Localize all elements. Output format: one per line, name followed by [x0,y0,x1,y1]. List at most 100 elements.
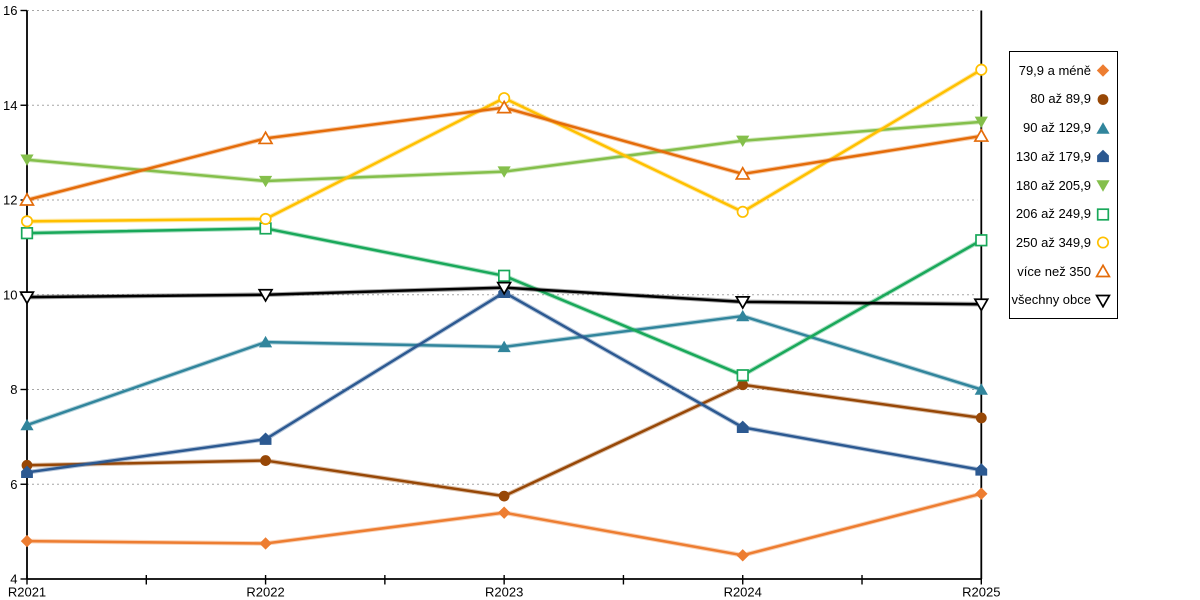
legend-item-2: 90 až 129,9 [1012,113,1111,142]
marker-circle-filled [21,459,33,471]
marker-circle-open [975,63,988,76]
y-axis-label-12: 12 [3,193,17,208]
legend-label: 250 až 349,9 [1015,234,1091,250]
legend-marker-icon [1097,94,1109,105]
marker-triangle-down-filled [974,116,988,129]
marker-triangle-down-open [734,296,751,310]
y-axis-label-4: 4 [10,572,17,587]
legend-item-5: 206 až 249,9 [1012,199,1111,228]
series-line [25,383,983,498]
marker-square-open [975,234,988,247]
series-5 [20,222,988,382]
marker-pentagon-filled [21,465,33,479]
legend-marker-icon [1097,150,1109,163]
marker-triangle-down-open [496,281,513,296]
legend-label: 180 až 205,9 [1015,177,1091,193]
y-axis-label-10: 10 [3,287,17,302]
x-axis-label-R2025: R2025 [962,585,1000,600]
y-axis-label-8: 8 [10,382,17,397]
marker-triangle-down-open [973,298,990,313]
legend-marker-icon [1096,236,1110,249]
marker-triangle-up-filled [974,383,988,395]
series-0 [20,487,988,562]
marker-triangle-up-filled [20,418,34,431]
legend-marker-icon [1096,121,1110,134]
marker-circle-filled [498,490,510,502]
marker-triangle-down-open [19,291,35,306]
series-3 [21,285,988,479]
marker-circle-open [259,212,272,225]
marker-triangle-up-open [496,99,513,114]
series-2 [20,309,988,431]
series-line-glow [24,491,984,558]
marker-circle-open [1096,236,1110,249]
marker-triangle-up-filled [736,309,750,322]
marker-triangle-up-open [734,166,751,180]
legend-marker-icon [1095,294,1111,308]
marker-pentagon-filled [975,463,988,476]
marker-triangle-down-filled [497,166,511,178]
marker-square-open [20,227,34,240]
marker-triangle-up-open [973,128,990,142]
series-line-glow [24,313,984,428]
legend-item-1: 80 až 89,9 [1012,85,1111,114]
marker-triangle-up-open [257,130,274,145]
marker-diamond-filled [975,487,988,500]
y-axis-label-14: 14 [3,98,17,113]
legend-marker-icon [1096,180,1110,192]
y-axis-label-16: 16 [3,3,17,18]
marker-square-open [736,369,749,382]
legend-label: všechny obce [1011,292,1092,308]
series-6 [20,63,988,228]
series-line-glow [24,382,984,499]
marker-square-open [498,269,511,282]
marker-diamond-filled [1096,64,1110,78]
x-axis-label-R2022: R2022 [246,585,284,600]
marker-triangle-down-open [1095,294,1111,308]
legend-label: 90 až 129,9 [1023,120,1091,136]
series-line [25,314,983,427]
marker-diamond-filled [259,537,272,550]
series-1 [21,379,987,502]
marker-triangle-down-filled [1096,180,1110,192]
y-axis-label-6: 6 [10,477,17,492]
marker-pentagon-filled [1097,150,1109,163]
legend-label: 206 až 249,9 [1015,206,1091,222]
marker-square-open [1096,208,1110,221]
legend-label: 79,9 a méně [1018,62,1091,78]
marker-diamond-filled [497,506,511,519]
series-7 [19,99,990,206]
marker-triangle-down-open [257,288,274,303]
series-8 [19,281,990,313]
marker-triangle-up-open [1095,263,1111,278]
legend: 79,9 a méně 80 až 89,9 90 až 129,9 130 až 1… [1009,51,1118,319]
marker-diamond-filled [20,534,34,548]
legend-label: více než 350 [1017,263,1091,279]
marker-circle-open [736,205,749,218]
marker-pentagon-filled [259,432,272,445]
marker-triangle-up-filled [258,335,273,348]
legend-marker-icon [1096,208,1110,221]
marker-circle-filled [737,379,749,391]
marker-circle-filled [975,412,987,424]
x-axis-label-R2021: R2021 [8,585,46,600]
series-line [25,492,983,557]
x-axis-label-R2024: R2024 [724,585,762,600]
marker-triangle-down-filled [736,135,750,147]
marker-triangle-up-open [19,192,35,206]
marker-circle-filled [1097,94,1109,105]
marker-circle-open [20,215,34,228]
marker-diamond-filled [736,549,749,562]
legend-item-3: 130 až 179,9 [1012,142,1111,171]
legend-item-0: 79,9 a méně [1012,56,1111,85]
x-axis-label-R2023: R2023 [485,585,523,600]
marker-pentagon-filled [736,420,749,433]
legend-item-4: 180 až 205,9 [1012,171,1111,200]
series-4 [20,116,988,188]
legend-marker-icon [1096,64,1110,78]
legend-item-6: 250 až 349,9 [1012,228,1111,257]
legend-item-7: více než 350 [1012,257,1111,286]
legend-marker-icon [1095,263,1111,278]
